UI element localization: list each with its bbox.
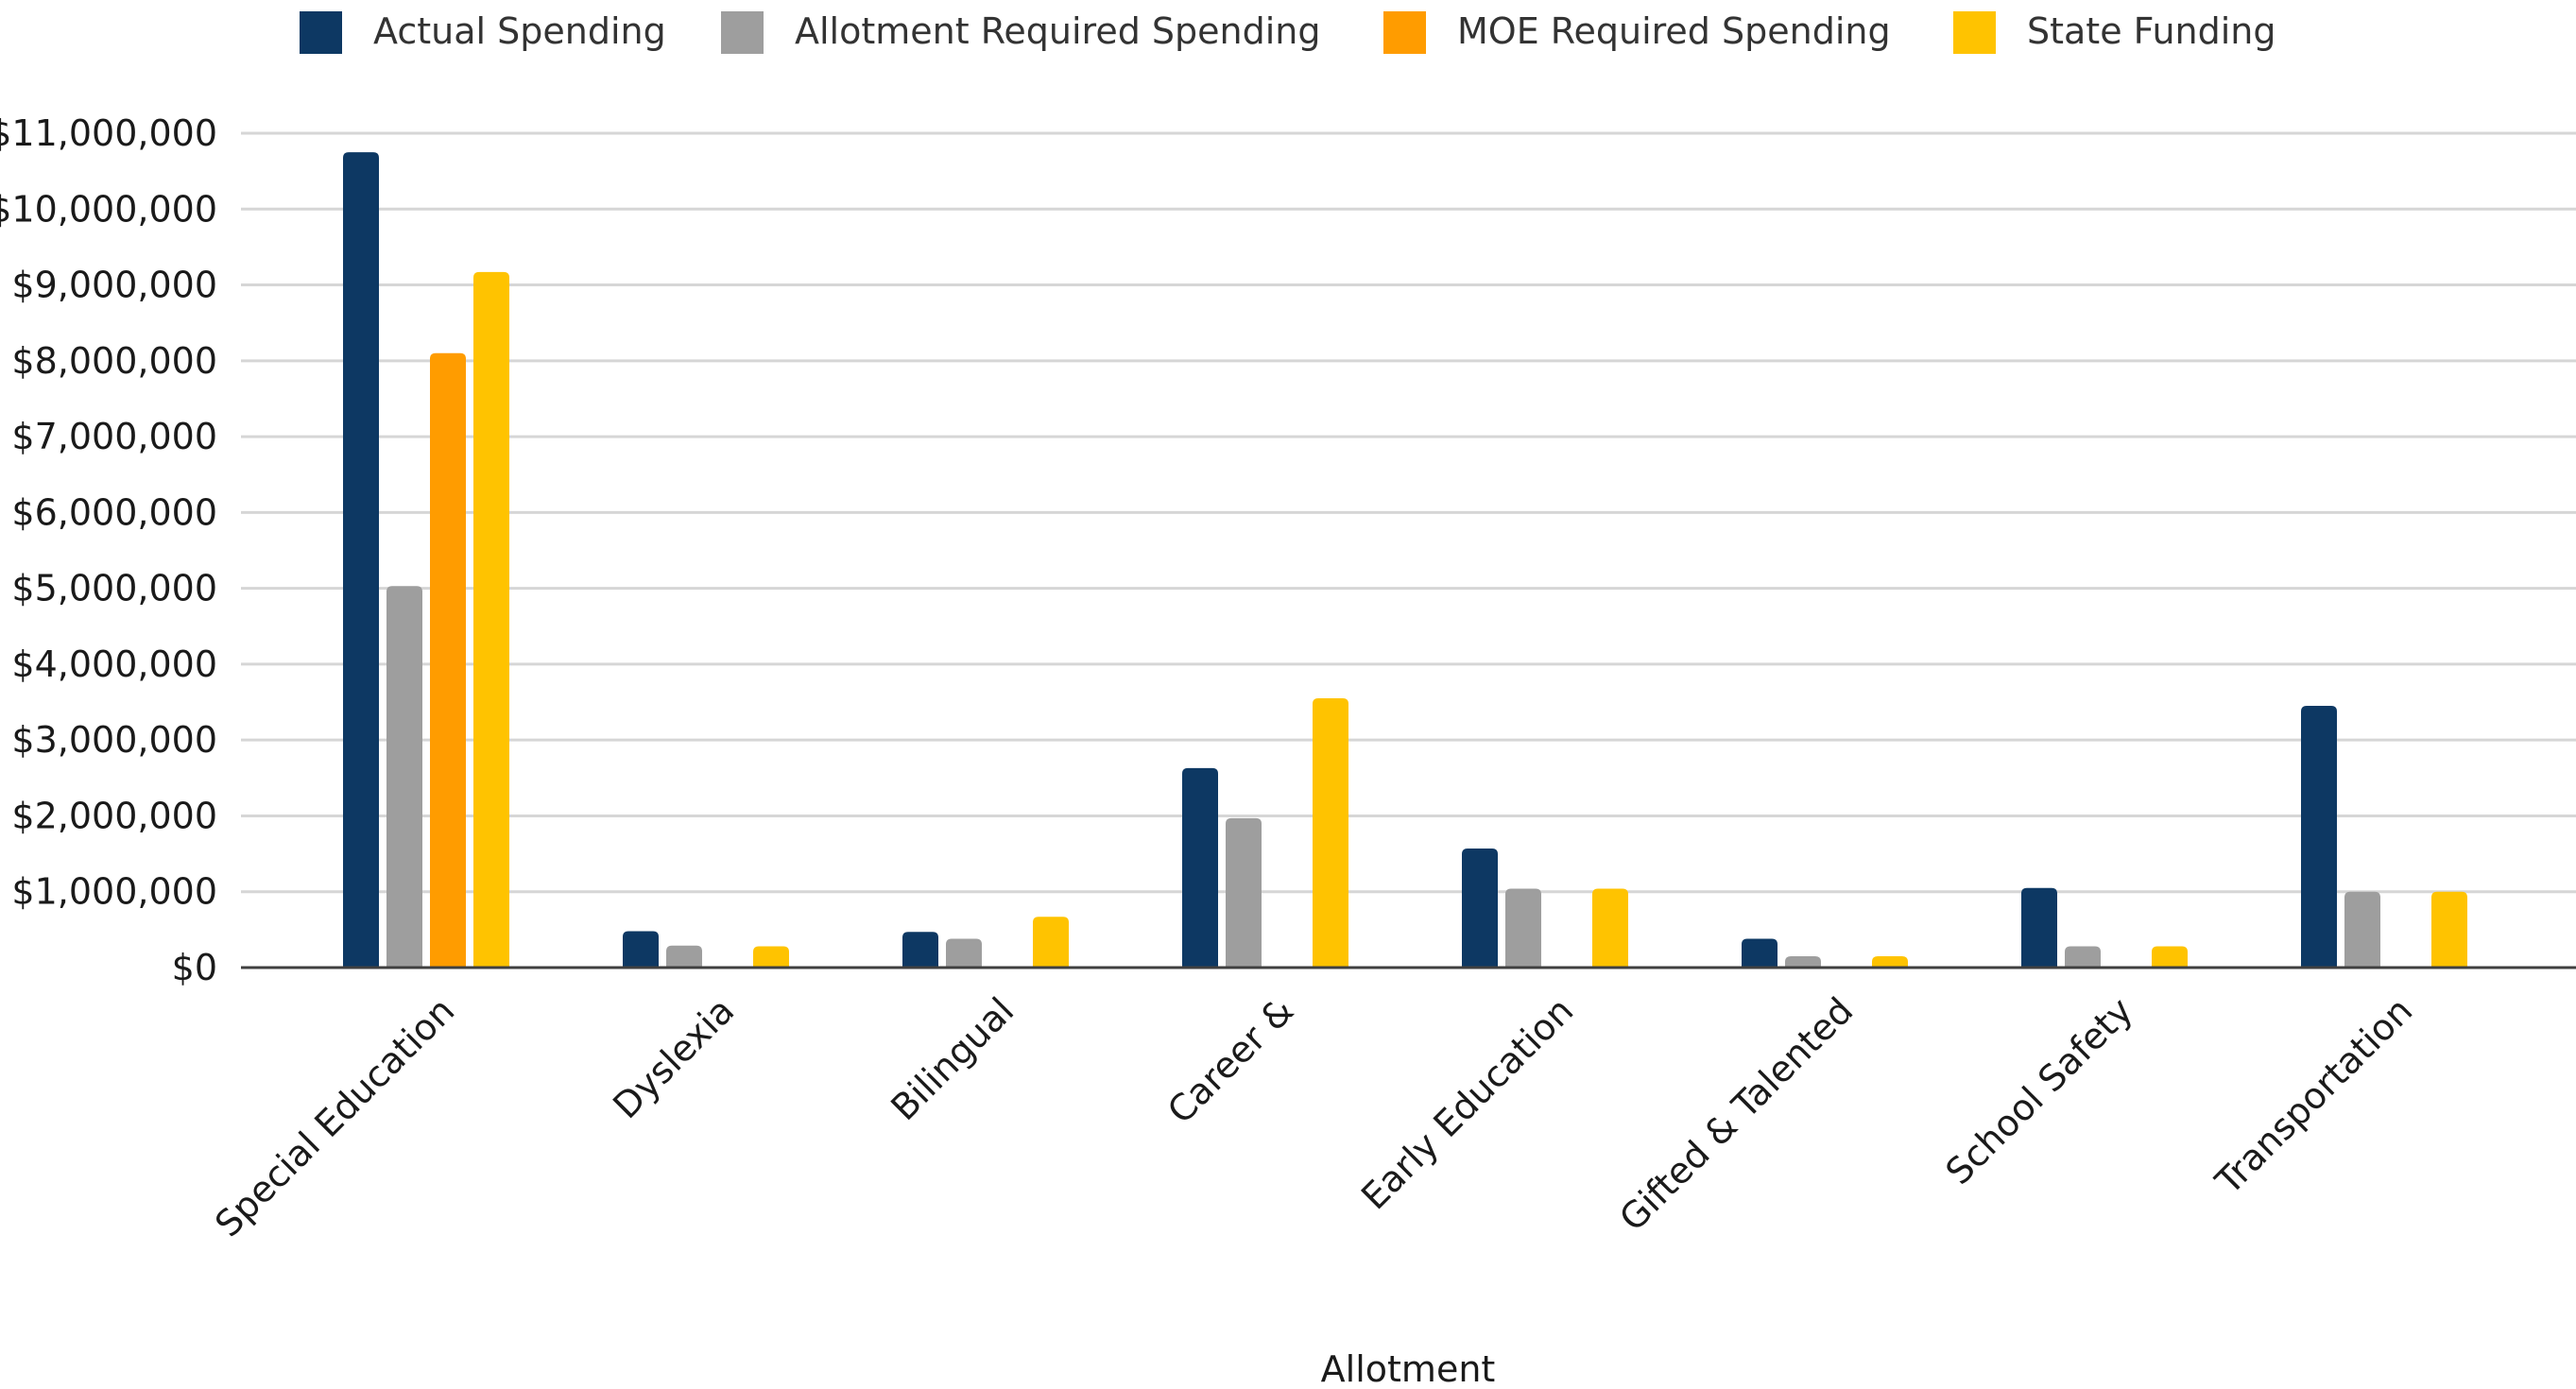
bar xyxy=(666,945,702,968)
legend-swatch xyxy=(1383,11,1426,54)
bar xyxy=(1033,917,1069,968)
bar xyxy=(2344,891,2380,968)
bar xyxy=(473,271,509,969)
y-tick-label: $8,000,000 xyxy=(11,340,217,382)
x-tick-label: Bilingual xyxy=(883,989,1022,1128)
x-tick-label: Career & xyxy=(1159,989,1301,1131)
bar xyxy=(902,932,938,968)
gridlines xyxy=(241,131,2576,894)
bar xyxy=(430,352,466,969)
bar xyxy=(2021,887,2057,968)
bar xyxy=(753,946,789,968)
bar xyxy=(2065,946,2101,968)
y-tick-label: $1,000,000 xyxy=(11,871,217,913)
bar xyxy=(2301,706,2337,968)
y-axis-ticks: $0 $1,000,000 $2,000,000 $3,000,000 $4,000,0… xyxy=(0,112,217,988)
x-tick-label: Transportation xyxy=(2207,989,2421,1203)
bar xyxy=(343,152,379,968)
bar xyxy=(1505,888,1541,968)
bar xyxy=(1592,888,1628,968)
legend-swatch xyxy=(300,11,342,54)
bar xyxy=(623,931,659,968)
legend-label: Allotment Required Spending xyxy=(795,10,1321,52)
y-tick-label: $6,000,000 xyxy=(11,491,217,533)
bar xyxy=(2152,946,2188,968)
y-tick-label: $10,000,000 xyxy=(0,188,217,230)
bar xyxy=(1742,938,1777,968)
bar xyxy=(946,938,982,968)
legend-label: MOE Required Spending xyxy=(1457,10,1891,52)
y-tick-label: $0 xyxy=(172,947,217,988)
y-tick-label: $3,000,000 xyxy=(11,719,217,761)
bar xyxy=(1785,955,1821,968)
y-tick-label: $9,000,000 xyxy=(11,265,217,306)
y-tick-label: $5,000,000 xyxy=(11,568,217,609)
y-tick-label: $7,000,000 xyxy=(11,416,217,457)
bar xyxy=(1182,767,1218,968)
x-tick-label: School Safety xyxy=(1938,989,2141,1192)
legend-swatch xyxy=(1953,11,1996,54)
y-tick-label: $11,000,000 xyxy=(0,112,217,154)
bar xyxy=(1872,955,1908,968)
bar xyxy=(1313,698,1348,968)
legend-label: Actual Spending xyxy=(373,10,666,52)
x-tick-label: Special Education xyxy=(207,989,462,1244)
y-tick-label: $4,000,000 xyxy=(11,643,217,685)
legend: Actual Spending Allotment Required Spendi… xyxy=(300,10,2276,54)
bar xyxy=(2431,891,2467,968)
x-axis-ticks: Special Education Dyslexia Bilingual Career… xyxy=(207,989,2420,1244)
x-tick-label: Gifted & Talented xyxy=(1611,989,1861,1239)
bars xyxy=(343,152,2467,969)
x-tick-label: Early Education xyxy=(1353,989,1581,1217)
y-tick-label: $2,000,000 xyxy=(11,795,217,836)
x-tick-label: Dyslexia xyxy=(605,989,742,1126)
bar xyxy=(1226,817,1262,968)
x-axis-title: Allotment xyxy=(1321,1348,1496,1389)
bar xyxy=(1462,848,1498,968)
legend-label: State Funding xyxy=(2027,10,2276,52)
legend-swatch xyxy=(721,11,764,54)
bar xyxy=(386,586,422,968)
